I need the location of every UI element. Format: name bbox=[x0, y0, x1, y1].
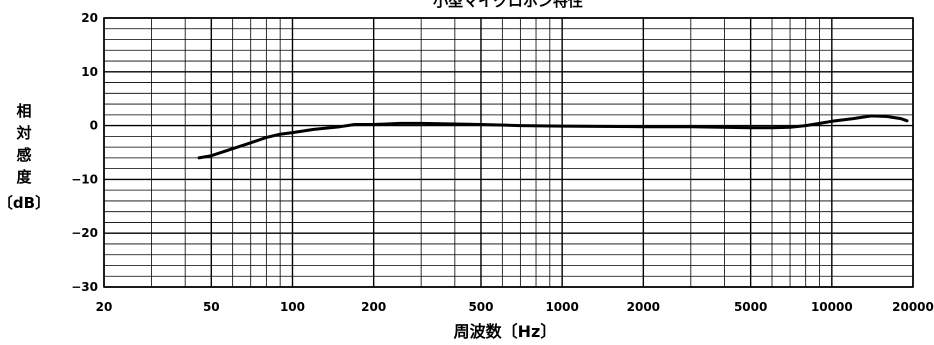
minor-grid bbox=[104, 18, 913, 287]
y-label-part: 相 bbox=[16, 102, 31, 120]
x-tick-label: 50 bbox=[203, 300, 220, 314]
x-tick-label: 100 bbox=[280, 300, 305, 314]
x-tick-label: 500 bbox=[468, 300, 493, 314]
y-label-part: 対 bbox=[15, 124, 31, 142]
x-axis-label: 周波数〔Hz〕 bbox=[454, 322, 557, 341]
y-tick-label: −30 bbox=[71, 280, 98, 294]
series-line-1 bbox=[197, 114, 909, 160]
x-tick-label: 20 bbox=[96, 300, 113, 314]
x-tick-label: 1000 bbox=[545, 300, 578, 314]
chart-title: 小型マイクロホン特性 bbox=[433, 0, 583, 10]
y-tick-label: −20 bbox=[71, 226, 98, 240]
x-tick-label: 2000 bbox=[627, 300, 660, 314]
x-axis-tick-labels: 20 50 100 200 500 1000 2000 5000 10000 20000 bbox=[96, 300, 934, 314]
y-tick-label: 0 bbox=[90, 119, 98, 133]
x-tick-label: 20000 bbox=[892, 300, 934, 314]
y-tick-label: 10 bbox=[81, 65, 98, 79]
y-axis-tick-labels: 20 10 0 −10 −20 −30 bbox=[71, 11, 98, 294]
y-label-part: 感 bbox=[16, 146, 31, 164]
series-layer bbox=[197, 114, 909, 160]
y-tick-label: 20 bbox=[81, 11, 98, 25]
x-tick-label: 200 bbox=[361, 300, 386, 314]
x-tick-label: 5000 bbox=[734, 300, 767, 314]
x-tick-label: 10000 bbox=[811, 300, 853, 314]
y-label-part: 度 bbox=[16, 168, 32, 186]
plot-frame bbox=[103, 17, 914, 288]
y-tick-label: −10 bbox=[71, 172, 98, 186]
y-label-part: 〔dB〕 bbox=[0, 194, 50, 212]
